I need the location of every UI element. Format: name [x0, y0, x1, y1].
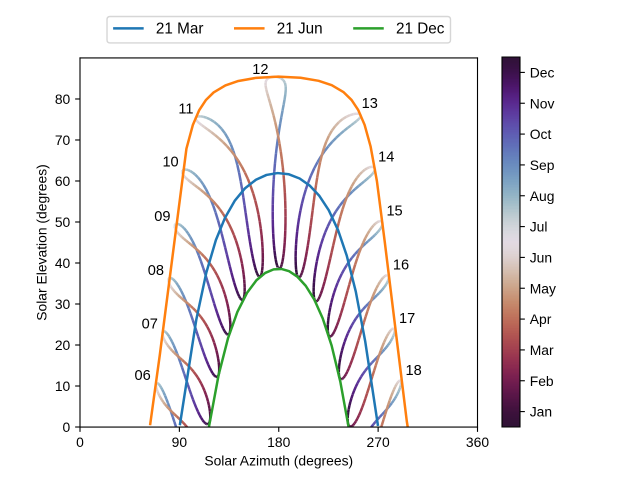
svg-text:11: 11 [178, 102, 193, 118]
svg-text:90: 90 [172, 434, 188, 450]
svg-text:Feb: Feb [530, 373, 554, 389]
svg-text:07: 07 [142, 316, 158, 332]
svg-text:10: 10 [162, 155, 178, 171]
svg-text:360: 360 [466, 434, 489, 450]
svg-text:13: 13 [362, 96, 378, 112]
svg-text:50: 50 [55, 214, 71, 230]
svg-text:Sep: Sep [530, 157, 555, 173]
svg-text:14: 14 [378, 149, 394, 165]
svg-text:10: 10 [55, 378, 71, 394]
svg-text:Mar: Mar [530, 342, 554, 358]
svg-text:60: 60 [55, 173, 71, 189]
svg-text:16: 16 [393, 258, 409, 274]
svg-text:70: 70 [55, 132, 71, 148]
svg-text:17: 17 [399, 311, 415, 327]
svg-text:180: 180 [267, 434, 290, 450]
svg-text:0: 0 [76, 434, 84, 450]
svg-text:May: May [530, 280, 556, 296]
svg-text:Solar Elevation (degrees): Solar Elevation (degrees) [33, 164, 49, 321]
svg-text:Dec: Dec [530, 64, 555, 80]
svg-text:Solar Azimuth (degrees): Solar Azimuth (degrees) [204, 452, 353, 468]
svg-text:Jul: Jul [530, 219, 548, 235]
svg-text:80: 80 [55, 91, 71, 107]
svg-text:20: 20 [55, 337, 71, 353]
svg-text:06: 06 [135, 368, 151, 384]
svg-text:Oct: Oct [530, 126, 552, 142]
svg-text:21 Jun: 21 Jun [277, 21, 323, 38]
svg-text:0: 0 [63, 419, 71, 435]
svg-text:40: 40 [55, 255, 71, 271]
svg-text:30: 30 [55, 296, 71, 312]
svg-text:21 Mar: 21 Mar [156, 21, 204, 38]
svg-text:Jan: Jan [530, 404, 552, 420]
svg-text:15: 15 [386, 204, 402, 220]
svg-text:Apr: Apr [530, 311, 552, 327]
svg-text:Jun: Jun [530, 249, 552, 265]
svg-text:270: 270 [367, 434, 390, 450]
svg-text:21 Dec: 21 Dec [396, 21, 445, 38]
svg-text:08: 08 [148, 263, 164, 279]
svg-text:12: 12 [252, 62, 268, 78]
svg-text:Nov: Nov [530, 95, 555, 111]
svg-text:Aug: Aug [530, 188, 555, 204]
svg-text:09: 09 [154, 209, 170, 225]
svg-text:18: 18 [405, 363, 421, 379]
